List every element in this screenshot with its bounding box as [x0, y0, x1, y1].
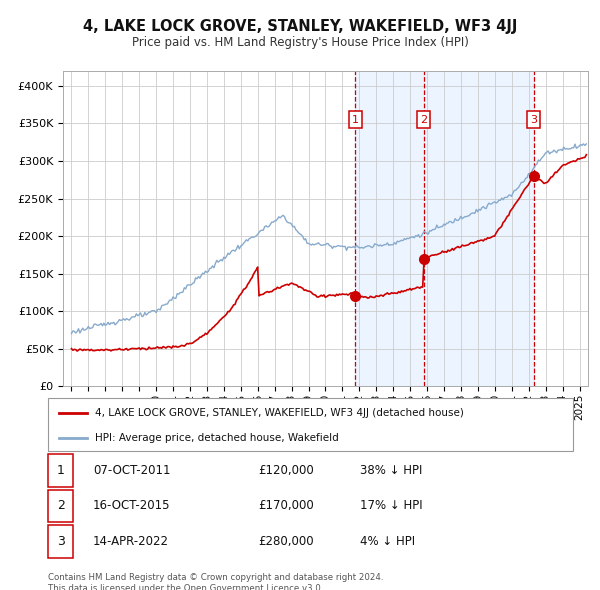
Text: 14-APR-2022: 14-APR-2022: [93, 535, 169, 548]
Text: 2: 2: [420, 114, 427, 124]
Text: 4, LAKE LOCK GROVE, STANLEY, WAKEFIELD, WF3 4JJ (detached house): 4, LAKE LOCK GROVE, STANLEY, WAKEFIELD, …: [95, 408, 464, 418]
FancyBboxPatch shape: [48, 398, 573, 451]
Text: HPI: Average price, detached house, Wakefield: HPI: Average price, detached house, Wake…: [95, 433, 339, 443]
Text: 3: 3: [56, 535, 65, 548]
Text: 4% ↓ HPI: 4% ↓ HPI: [360, 535, 415, 548]
Text: £120,000: £120,000: [258, 464, 314, 477]
Text: £170,000: £170,000: [258, 499, 314, 513]
Text: 1: 1: [56, 464, 65, 477]
Text: 4, LAKE LOCK GROVE, STANLEY, WAKEFIELD, WF3 4JJ: 4, LAKE LOCK GROVE, STANLEY, WAKEFIELD, …: [83, 19, 517, 34]
Text: 17% ↓ HPI: 17% ↓ HPI: [360, 499, 422, 513]
Text: 2: 2: [56, 499, 65, 513]
Text: 3: 3: [530, 114, 537, 124]
Text: 38% ↓ HPI: 38% ↓ HPI: [360, 464, 422, 477]
Text: Contains HM Land Registry data © Crown copyright and database right 2024.
This d: Contains HM Land Registry data © Crown c…: [48, 573, 383, 590]
Text: 1: 1: [352, 114, 359, 124]
Text: Price paid vs. HM Land Registry's House Price Index (HPI): Price paid vs. HM Land Registry's House …: [131, 36, 469, 49]
Text: £280,000: £280,000: [258, 535, 314, 548]
Text: 07-OCT-2011: 07-OCT-2011: [93, 464, 170, 477]
Text: 16-OCT-2015: 16-OCT-2015: [93, 499, 170, 513]
Bar: [355, 71, 533, 386]
